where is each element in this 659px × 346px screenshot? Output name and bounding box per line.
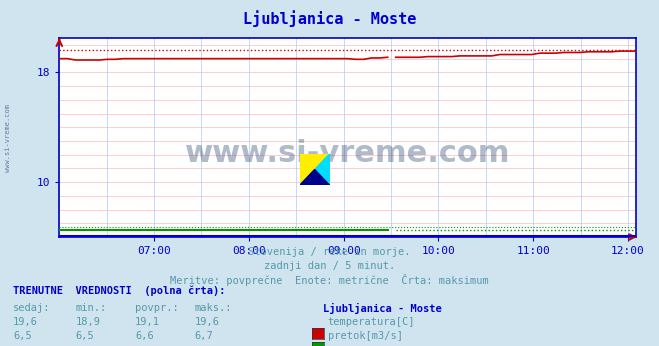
Polygon shape — [300, 154, 330, 185]
Text: 19,6: 19,6 — [194, 317, 219, 327]
Text: www.si-vreme.com: www.si-vreme.com — [5, 104, 11, 172]
Text: pretok[m3/s]: pretok[m3/s] — [328, 331, 403, 341]
Text: sedaj:: sedaj: — [13, 303, 51, 313]
Text: 18,9: 18,9 — [76, 317, 101, 327]
Text: temperatura[C]: temperatura[C] — [328, 317, 415, 327]
Text: TRENUTNE  VREDNOSTI  (polna črta):: TRENUTNE VREDNOSTI (polna črta): — [13, 285, 225, 296]
Text: Meritve: povprečne  Enote: metrične  Črta: maksimum: Meritve: povprečne Enote: metrične Črta:… — [170, 274, 489, 286]
Text: zadnji dan / 5 minut.: zadnji dan / 5 minut. — [264, 261, 395, 271]
Text: 6,5: 6,5 — [13, 331, 32, 341]
Text: www.si-vreme.com: www.si-vreme.com — [185, 139, 510, 168]
Polygon shape — [300, 154, 330, 185]
Text: 6,6: 6,6 — [135, 331, 154, 341]
Text: Slovenija / reke in morje.: Slovenija / reke in morje. — [248, 247, 411, 257]
Text: 6,7: 6,7 — [194, 331, 213, 341]
Text: min.:: min.: — [76, 303, 107, 313]
Polygon shape — [300, 170, 330, 185]
Text: povpr.:: povpr.: — [135, 303, 179, 313]
Text: 19,1: 19,1 — [135, 317, 160, 327]
Text: maks.:: maks.: — [194, 303, 232, 313]
Text: Ljubljanica - Moste: Ljubljanica - Moste — [243, 10, 416, 27]
Text: 19,6: 19,6 — [13, 317, 38, 327]
Text: 6,5: 6,5 — [76, 331, 94, 341]
Text: Ljubljanica - Moste: Ljubljanica - Moste — [323, 303, 442, 315]
